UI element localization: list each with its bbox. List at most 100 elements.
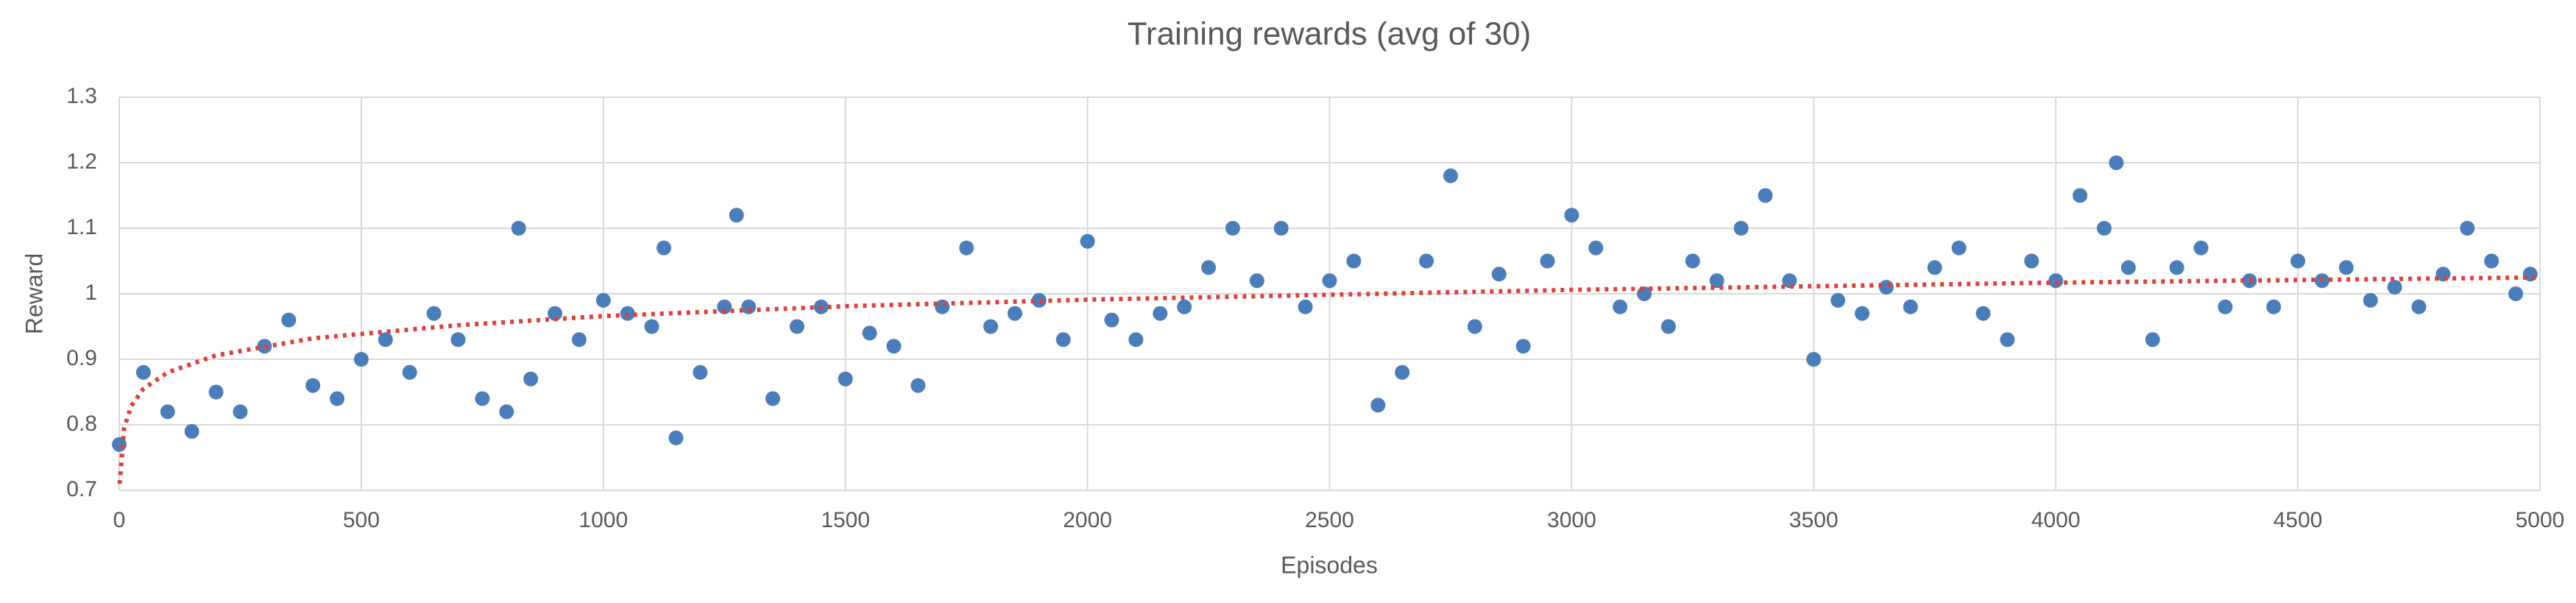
point [1515,339,1531,354]
point [657,240,672,255]
point [1467,319,1482,334]
x-tick-label: 1000 [578,508,628,532]
point [475,391,490,406]
x-tick-label: 4500 [2274,508,2323,532]
point [2000,332,2015,348]
x-tick-label: 4000 [2031,508,2081,532]
point [717,299,732,314]
point [2109,155,2124,170]
point [499,404,514,420]
point [450,332,466,348]
x-tick-label: 1500 [821,508,870,532]
point [2290,253,2306,269]
point [1806,352,1822,367]
point [523,371,539,387]
point [644,319,659,334]
x-tick-label: 500 [343,508,380,532]
y-axis-title: Reward [21,253,47,334]
point [2024,253,2039,269]
point [2266,299,2282,314]
point [1855,306,1870,321]
point [1322,273,1337,289]
point [1007,306,1022,321]
point [402,364,417,380]
point [233,404,248,420]
point [2411,299,2427,314]
point [1613,299,1628,314]
point [838,371,853,387]
point [741,299,757,314]
point [1031,292,1047,308]
point [1733,221,1749,236]
point [2120,260,2136,275]
x-tick-label: 2500 [1305,508,1354,532]
trend-line [117,275,2541,484]
point [1709,273,1724,289]
point [1128,332,1144,348]
point [1830,292,1846,308]
point [2096,221,2112,236]
point [789,319,804,334]
point [1249,273,1264,289]
point [1491,267,1507,282]
point [959,240,974,255]
point [135,364,151,380]
point [548,306,563,321]
point [1370,398,1386,413]
point [1903,299,1918,314]
y-tick-label: 1.2 [66,149,97,174]
point [1080,233,1095,249]
point [862,325,877,341]
x-tick-label: 3500 [1789,508,1839,532]
point [2508,286,2524,301]
y-tick-label: 0.9 [66,346,97,370]
point [983,319,999,334]
point [184,423,199,439]
chart-title: Training rewards (avg of 30) [1128,16,1532,52]
point [1177,299,1192,314]
point [2363,292,2378,308]
point [1419,253,1434,269]
point [1225,221,1240,236]
point [1660,319,1676,334]
point [1055,332,1071,348]
y-tick-label: 1 [85,281,97,305]
x-axis-title: Episodes [1281,551,1378,578]
x-tick-label: 5000 [2516,508,2565,532]
point [668,430,684,445]
y-tick-label: 0.8 [66,412,97,436]
point [1758,188,1773,203]
point [378,332,393,348]
point [1588,240,1604,255]
point [693,364,708,380]
point [426,306,442,321]
point [571,332,587,348]
point [1395,364,1410,380]
point [2193,240,2209,255]
point [1104,312,1119,328]
point [1927,260,1942,275]
point [2218,299,2233,314]
point [2169,260,2184,275]
x-tick-label: 0 [113,508,126,532]
point [330,391,345,406]
point [511,221,526,236]
point [160,404,175,420]
point [2073,188,2088,203]
point [910,378,926,393]
point [2145,332,2160,348]
point [1951,240,1967,255]
point [2387,280,2402,295]
point [2338,260,2354,275]
point [729,208,744,223]
point [1273,221,1289,236]
point [305,378,321,393]
y-tick-label: 0.7 [66,477,97,501]
point [1443,168,1458,183]
point [1685,253,1700,269]
point [2484,253,2499,269]
point [1201,260,1217,275]
point [208,384,224,400]
point [281,312,297,328]
